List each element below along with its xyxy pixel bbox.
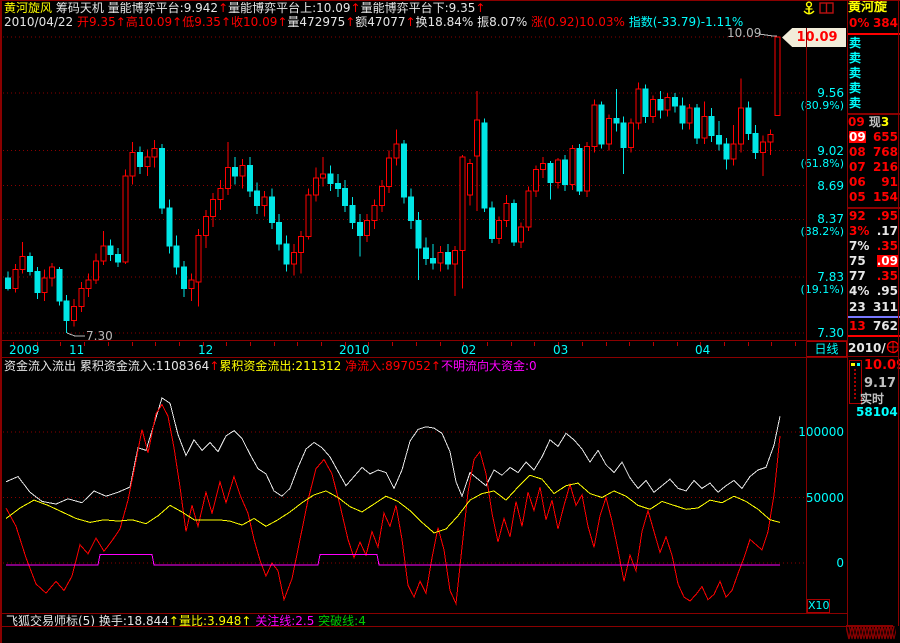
time-tick — [582, 342, 583, 346]
sidebar-high-price: 10.09 — [864, 358, 900, 373]
money-flow-chart[interactable] — [3, 376, 806, 612]
multiplier-label: X10 — [807, 599, 830, 613]
window-right-border — [898, 0, 899, 626]
status-top-line — [2, 613, 847, 614]
time-tick — [771, 342, 772, 346]
price-axis-label: 9.56 — [817, 86, 844, 101]
time-tick — [748, 342, 749, 346]
fib-percent-label: (80.9%) — [800, 99, 844, 113]
time-axis-label: 03 — [553, 343, 569, 357]
time-tick — [511, 342, 512, 346]
flow-y-axis: 100000 50000 0 — [798, 376, 847, 612]
time-tick — [345, 342, 346, 346]
time-tick — [132, 342, 133, 346]
sidebar-stock-name: 黄河旋 — [848, 0, 888, 15]
price-axis-label: 7.83 — [817, 269, 844, 284]
time-tick — [250, 342, 251, 346]
time-tick — [629, 342, 630, 346]
period-selector[interactable]: 日线 — [806, 341, 847, 357]
time-tick — [463, 342, 464, 346]
time-tick — [203, 342, 204, 346]
flow-panel-header: 资金流入流出 累积资金流入:1108364↑累积资金流出:211312 净流入:… — [4, 360, 537, 372]
time-axis-label: 2009 — [9, 343, 40, 357]
header-indicator-line: 黄河旋风 筹码天机 量能博弈平台:9.942↑量能博弈平台上:10.09↑量能博… — [4, 2, 486, 14]
time-tick — [37, 342, 38, 346]
window-top-border — [0, 0, 900, 1]
price-axis-label: 9.02 — [817, 143, 844, 158]
xaxis-bottom-line — [2, 357, 847, 358]
time-axis-label: 2010 — [339, 343, 370, 357]
main-candlestick-chart[interactable] — [3, 28, 806, 340]
fib-percent-label: (61.8%) — [800, 156, 844, 170]
window-left-border — [0, 0, 2, 643]
time-tick — [606, 342, 607, 346]
time-axis-label: 04 — [695, 343, 711, 357]
axis-separator — [806, 28, 807, 613]
quote-sidebar: 黄河旋 0% 384 卖卖卖卖卖 09 现3 09 655 08 768 07 216 06 91 05 1… — [848, 0, 900, 626]
decorative-fringe — [845, 625, 898, 643]
time-tick — [368, 342, 369, 346]
time-tick — [700, 342, 701, 346]
xaxis-top-line — [2, 340, 847, 341]
sidebar-realtime-label: 实时 — [860, 392, 885, 406]
sidebar-current-price-row: 09 现3 — [848, 115, 890, 129]
time-tick — [795, 342, 796, 346]
price-axis-label: 8.37 — [817, 212, 844, 227]
time-tick — [179, 342, 180, 346]
flow-axis-label: 50000 — [805, 490, 844, 505]
time-axis-label: 02 — [461, 343, 477, 357]
anchor-icon[interactable] — [802, 1, 816, 18]
price-axis-label: 7.30 — [817, 326, 844, 341]
time-tick — [558, 342, 559, 346]
status-bar: 飞狐交易师标(5) 换手:18.844↑量比:3.948↑ 关注线:2.5 突破… — [6, 614, 366, 628]
time-tick — [84, 342, 85, 346]
time-tick — [274, 342, 275, 346]
header-quote-line: 2010/04/22 开9.35↑高10.09↑低9.35↑收10.09↑量47… — [4, 16, 744, 28]
time-tick — [13, 342, 14, 346]
time-tick — [440, 342, 441, 346]
time-axis-label: 11 — [69, 343, 85, 357]
sidebar-separator — [847, 0, 848, 626]
flow-axis-label: 100000 — [798, 425, 844, 439]
time-tick — [392, 342, 393, 346]
time-axis-label: 12 — [198, 343, 214, 357]
time-tick — [321, 342, 322, 346]
time-axis: 2009 11 12 2010 02 03 04 — [3, 341, 806, 356]
flow-axis-label: 0 — [836, 556, 844, 570]
status-bottom-line — [2, 626, 893, 627]
time-tick — [297, 342, 298, 346]
time-tick — [653, 342, 654, 346]
fib-percent-label: (38.2%) — [800, 225, 844, 239]
price-gauge — [849, 360, 862, 404]
sidebar-volume-value: 58104 — [856, 405, 898, 419]
window-layout-icon[interactable] — [819, 2, 835, 17]
time-tick — [487, 342, 488, 346]
low-annotation: 7.30 — [86, 329, 113, 343]
time-tick — [416, 342, 417, 346]
time-tick — [677, 342, 678, 346]
sidebar-date-row: 2010/ — [848, 340, 900, 354]
time-tick — [724, 342, 725, 346]
price-axis-label: 8.69 — [817, 178, 844, 193]
high-annotation: 10.09 — [727, 26, 762, 40]
sidebar-section-line — [848, 356, 898, 357]
time-tick — [226, 342, 227, 346]
price-axis: 9.56 (80.9%) 9.02 (61.8%) 8.69 8.37 (38.2%) 7.8… — [800, 28, 847, 341]
fib-percent-label: (19.1%) — [800, 282, 844, 296]
sidebar-prev-close: 9.17 — [864, 376, 897, 391]
time-tick — [155, 342, 156, 346]
time-tick — [534, 342, 535, 346]
time-tick — [60, 342, 61, 346]
time-tick — [108, 342, 109, 346]
